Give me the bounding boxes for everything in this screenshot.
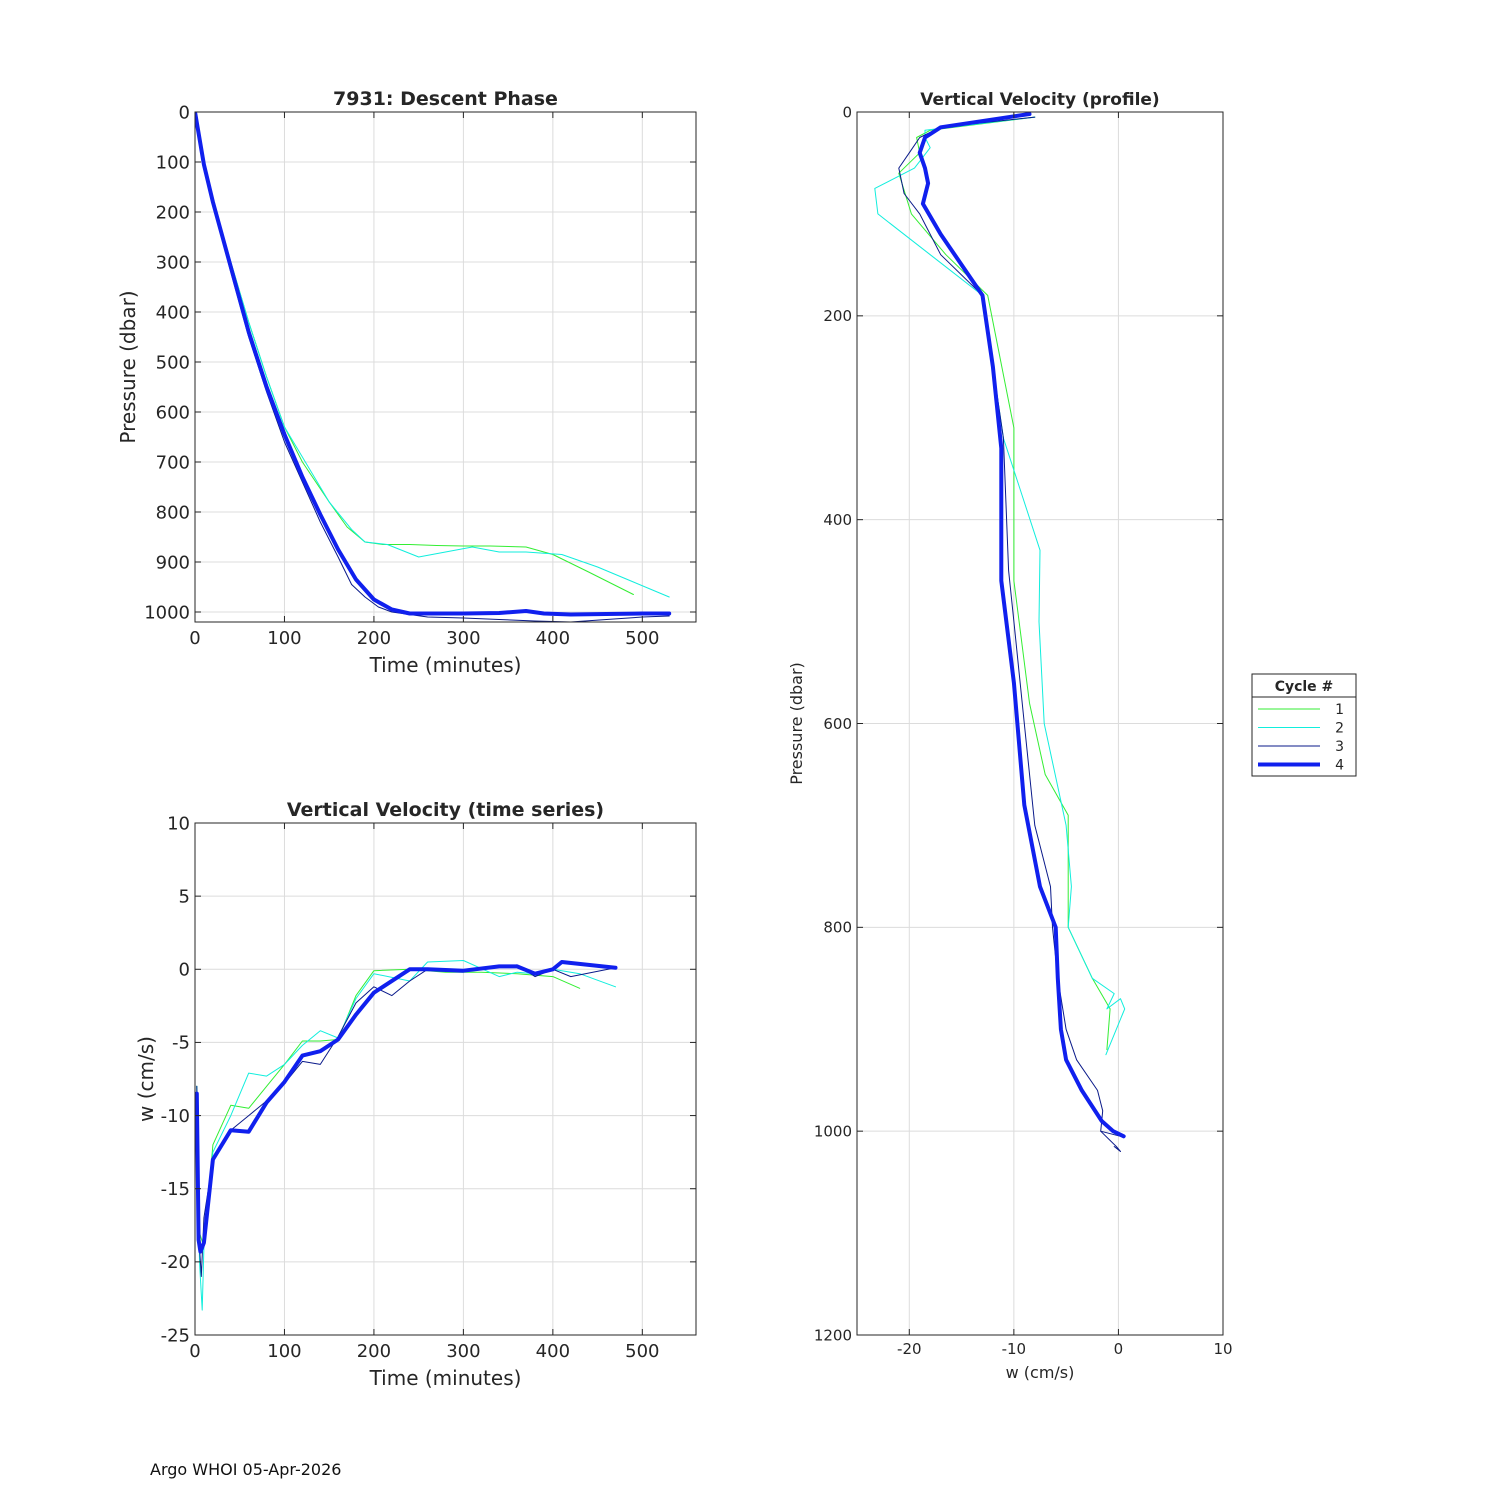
x-tick-label: 300 — [446, 628, 480, 649]
y-axis-label: Pressure (dbar) — [787, 662, 806, 785]
legend-label-cycle-2: 2 — [1335, 721, 1344, 737]
y-tick-label: 600 — [156, 402, 190, 423]
x-tick-label: 400 — [536, 628, 570, 649]
series-line-cycle-1 — [196, 968, 581, 1248]
y-tick-label: 800 — [823, 919, 852, 937]
x-tick-label: 0 — [1114, 1340, 1124, 1358]
x-tick-label: 500 — [625, 628, 659, 649]
y-tick-label: 0 — [179, 102, 190, 123]
x-tick-label: 200 — [357, 628, 391, 649]
x-tick-label: -10 — [1002, 1340, 1027, 1358]
series-line-cycle-4 — [195, 112, 672, 617]
y-tick-label: -25 — [161, 1325, 190, 1346]
y-tick-label: 300 — [156, 252, 190, 273]
y-tick-label: -5 — [172, 1033, 190, 1054]
y-tick-label: 400 — [156, 302, 190, 323]
y-tick-label: 900 — [156, 552, 190, 573]
y-tick-label: 1000 — [814, 1122, 852, 1140]
series-line-cycle-2 — [874, 116, 1126, 1056]
y-tick-label: 1200 — [814, 1326, 852, 1344]
legend-title: Cycle # — [1275, 679, 1334, 695]
x-tick-label: 300 — [446, 1341, 480, 1362]
x-tick-label: 200 — [357, 1341, 391, 1362]
y-tick-label: 700 — [156, 452, 190, 473]
axes-box — [194, 822, 697, 1336]
legend-label-cycle-3: 3 — [1335, 739, 1344, 755]
x-tick-label: -20 — [897, 1340, 922, 1358]
descent-phase-chart: 0 100 200 300 400 500 0 100 200 300 400 500 600 700 80… — [116, 88, 697, 677]
y-tick-label: 200 — [156, 202, 190, 223]
x-tick-label: 10 — [1213, 1340, 1232, 1358]
legend-box — [1251, 673, 1357, 777]
series-group — [195, 112, 672, 622]
y-tick-label: 10 — [167, 813, 190, 834]
series-line-cycle-1 — [898, 116, 1111, 1051]
y-tick-label: 600 — [823, 715, 852, 733]
y-tick-label: 400 — [823, 511, 852, 529]
series-line-cycle-2 — [195, 112, 670, 598]
legend-label-cycle-1: 1 — [1335, 702, 1344, 718]
y-tick-label: 5 — [179, 886, 190, 907]
chart-title: 7931: Descent Phase — [333, 88, 558, 110]
x-tick-label: 0 — [189, 1341, 200, 1362]
x-axis-label: Time (minutes) — [369, 1366, 522, 1390]
y-tick-label: -15 — [161, 1179, 190, 1200]
chart-title: Vertical Velocity (profile) — [920, 90, 1159, 110]
x-tick-label: 400 — [536, 1341, 570, 1362]
y-tick-label: 0 — [179, 960, 190, 981]
chart-title: Vertical Velocity (time series) — [287, 799, 604, 821]
y-tick-label: 0 — [842, 103, 852, 121]
y-tick-label: 800 — [156, 502, 190, 523]
x-tick-label: 100 — [267, 628, 301, 649]
axes-box — [194, 111, 697, 623]
legend-label-cycle-4: 4 — [1335, 758, 1344, 774]
series-group — [195, 960, 618, 1311]
y-tick-label: 100 — [156, 152, 190, 173]
y-axis-label: Pressure (dbar) — [116, 290, 140, 443]
x-tick-label: 500 — [625, 1341, 659, 1362]
series-line-cycle-4 — [195, 960, 618, 1254]
series-line-cycle-3b — [1100, 1130, 1121, 1137]
series-group — [874, 112, 1126, 1152]
x-axis-label: w (cm/s) — [1006, 1363, 1075, 1382]
series-line-cycle-1 — [195, 112, 634, 595]
y-tick-label: -20 — [161, 1252, 190, 1273]
x-tick-label: 100 — [267, 1341, 301, 1362]
x-axis-label: Time (minutes) — [369, 653, 522, 677]
cycle-legend: Cycle #1 2 3 4 — [1251, 673, 1357, 777]
velocity-time-series-chart: 0 100 200 300 400 500 10 5 0 -5 -10 -15 -20 -25 Vertic… — [134, 799, 697, 1390]
y-tick-label: 1000 — [144, 602, 190, 623]
series-line-cycle-3 — [898, 116, 1121, 1152]
y-tick-label: 200 — [823, 307, 852, 325]
series-line-cycle-4 — [917, 112, 1126, 1139]
y-tick-label: 500 — [156, 352, 190, 373]
y-axis-label: w (cm/s) — [134, 1036, 158, 1122]
y-tick-label: -10 — [161, 1106, 190, 1127]
footer-credit: Argo WHOI 05-Apr-2026 — [150, 1460, 342, 1479]
x-tick-label: 0 — [189, 628, 200, 649]
